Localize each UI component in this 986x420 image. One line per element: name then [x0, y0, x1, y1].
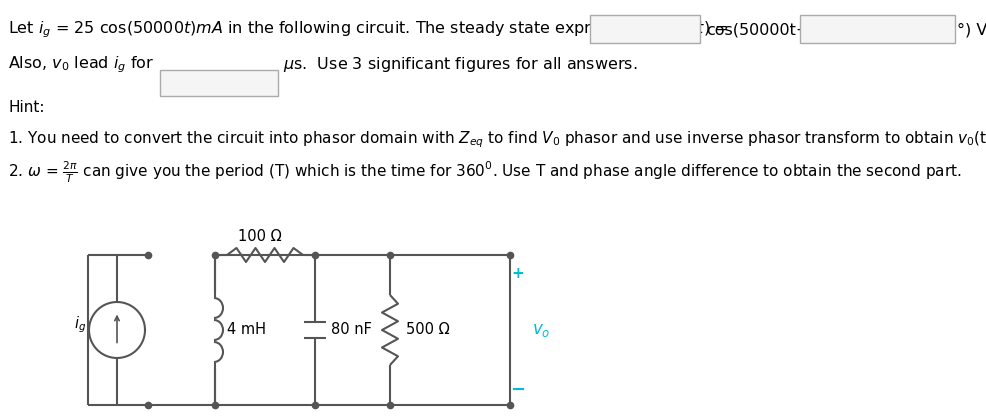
- Text: 2. $\omega$ = $\frac{2\pi}{T}$ can give you the period (T) which is the time for: 2. $\omega$ = $\frac{2\pi}{T}$ can give …: [8, 159, 960, 185]
- Text: $\mu$s.  Use 3 significant figures for all answers.: $\mu$s. Use 3 significant figures for al…: [283, 55, 637, 74]
- Text: cos(50000t+: cos(50000t+: [705, 23, 809, 37]
- Text: 1. You need to convert the circuit into phasor domain with $Z_{eq}$ to find $V_0: 1. You need to convert the circuit into …: [8, 130, 986, 150]
- Text: °) V: °) V: [956, 23, 986, 37]
- Text: 80 nF: 80 nF: [330, 323, 372, 338]
- Text: 100 Ω: 100 Ω: [238, 229, 282, 244]
- Text: Also, $v_0$ lead $i_g$ for: Also, $v_0$ lead $i_g$ for: [8, 55, 154, 75]
- Text: $v_o$: $v_o$: [531, 321, 550, 339]
- Text: −: −: [510, 381, 525, 399]
- Bar: [160, 70, 278, 96]
- Text: 500 Ω: 500 Ω: [405, 323, 450, 338]
- Bar: [800, 15, 954, 43]
- Text: Hint:: Hint:: [8, 100, 44, 115]
- Text: Let $i_g$ = 25 cos(50000$t$)$m$$A$ in the following circuit. The steady state ex: Let $i_g$ = 25 cos(50000$t$)$m$$A$ in th…: [8, 20, 728, 40]
- Text: $i_g$: $i_g$: [74, 315, 86, 335]
- Bar: [590, 15, 699, 43]
- Text: +: +: [511, 265, 524, 281]
- Text: 4 mH: 4 mH: [227, 323, 266, 338]
